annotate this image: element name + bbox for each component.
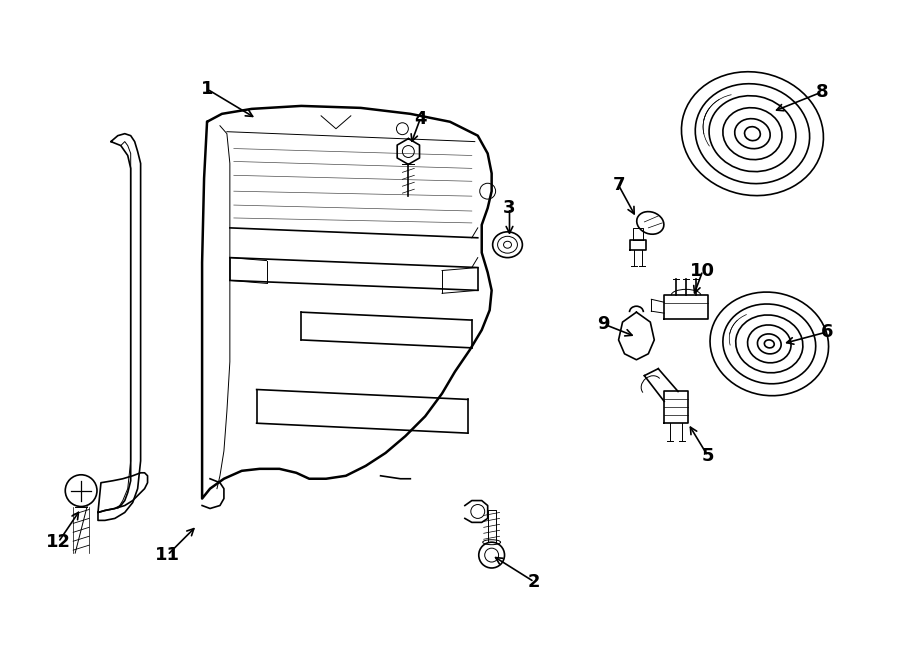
Text: 5: 5 (702, 447, 714, 465)
Text: 2: 2 (528, 573, 541, 591)
Text: 10: 10 (690, 261, 716, 279)
Ellipse shape (503, 241, 511, 248)
Text: 4: 4 (414, 110, 427, 128)
Text: 3: 3 (503, 199, 516, 217)
Text: 7: 7 (612, 176, 625, 194)
Text: 12: 12 (46, 533, 71, 551)
Text: 6: 6 (821, 323, 833, 341)
Text: 8: 8 (815, 83, 828, 101)
Text: 9: 9 (598, 315, 610, 333)
Text: 11: 11 (155, 546, 180, 564)
Text: 1: 1 (201, 80, 213, 98)
